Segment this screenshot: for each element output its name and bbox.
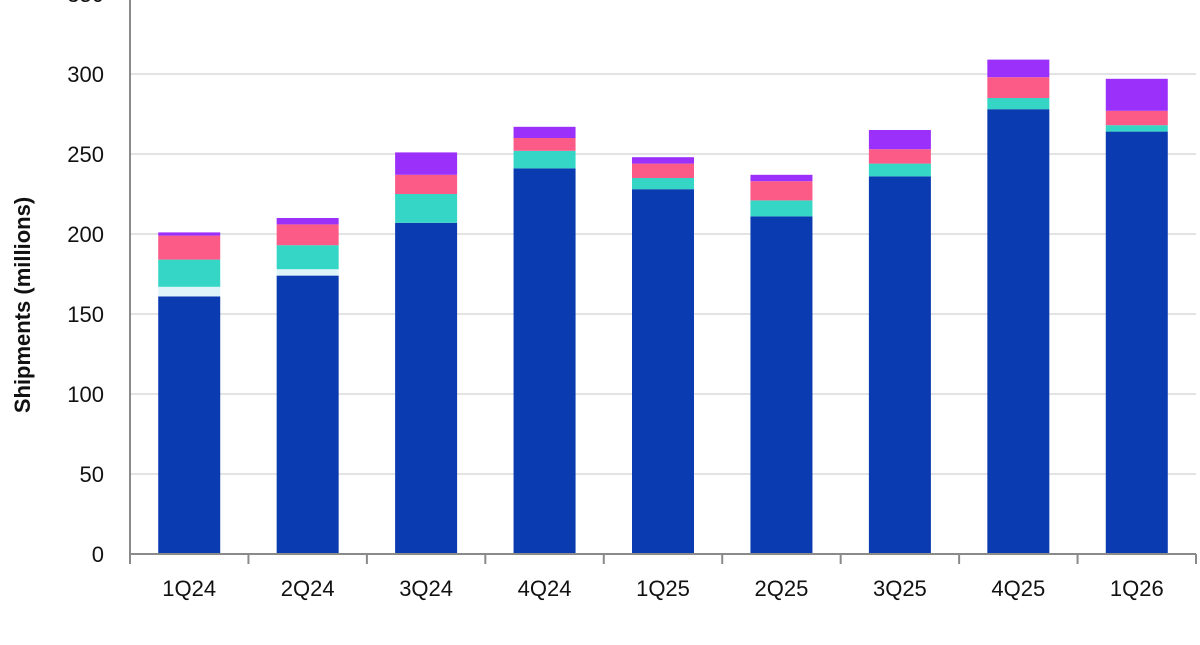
x-tick-label: 4Q25 <box>991 576 1045 601</box>
bar-segment <box>868 130 931 150</box>
x-tick-label: 2Q25 <box>755 576 809 601</box>
bar-segment <box>395 174 458 194</box>
bar-segment <box>158 286 221 297</box>
y-tick-label: 50 <box>80 462 104 487</box>
bar-segment <box>632 178 694 190</box>
bar-segment <box>1105 78 1168 111</box>
bar-segment <box>1105 110 1168 126</box>
y-tick-label: 200 <box>67 222 104 247</box>
bar-segment <box>987 109 1050 554</box>
x-tick-label: 1Q25 <box>636 576 690 601</box>
bar-segment <box>868 176 931 554</box>
bar-segment <box>395 194 458 223</box>
bar-segment <box>750 174 813 182</box>
y-tick-label: 0 <box>92 542 104 567</box>
bar-segment <box>276 224 339 246</box>
bar-segment <box>276 275 339 554</box>
bar-segment <box>750 200 813 217</box>
bar-segment <box>987 98 1050 110</box>
bar-segment <box>276 245 339 270</box>
bar-segment <box>987 59 1050 78</box>
y-tick-label: 150 <box>67 302 104 327</box>
y-tick-label: 300 <box>67 62 104 87</box>
bar-segment <box>513 126 576 138</box>
bar-segment <box>1105 125 1168 132</box>
bar-segment <box>632 157 694 164</box>
bar-segment <box>158 235 221 260</box>
axes: 0 50 100 150 200 250 300 350 1Q24 2Q24 3Q24 4Q24 1Q2… <box>67 0 1197 601</box>
y-tick-label: 250 <box>67 142 104 167</box>
bar-segment <box>987 77 1050 98</box>
x-tick-label: 3Q25 <box>873 576 927 601</box>
bar-segment <box>632 163 694 178</box>
x-tick-label: 4Q24 <box>518 576 572 601</box>
bar-segment <box>868 149 931 164</box>
y-axis-label: Shipments (millions) <box>10 197 35 413</box>
bar-segment <box>513 168 576 554</box>
bar-segment <box>750 216 813 554</box>
bar-segment <box>395 152 458 175</box>
x-tick-label: 2Q24 <box>281 576 335 601</box>
bar-segment <box>750 181 813 201</box>
bar-segment <box>276 269 339 276</box>
bar-segment <box>158 296 221 554</box>
bars <box>158 59 1168 555</box>
bar-segment <box>276 218 339 225</box>
y-tick-label: 350 <box>67 0 104 7</box>
bar-segment <box>632 189 694 554</box>
y-tick-label: 100 <box>67 382 104 407</box>
bar-segment <box>868 163 931 177</box>
bar-segment <box>158 232 221 236</box>
bar-segment <box>395 222 458 555</box>
x-tick-label: 1Q26 <box>1110 576 1164 601</box>
bar-segment <box>513 138 576 151</box>
x-tick-label: 3Q24 <box>399 576 453 601</box>
bar-segment <box>1105 131 1168 554</box>
bar-segment <box>513 150 576 169</box>
x-tick-label: 1Q24 <box>162 576 216 601</box>
bar-segment <box>158 259 221 287</box>
